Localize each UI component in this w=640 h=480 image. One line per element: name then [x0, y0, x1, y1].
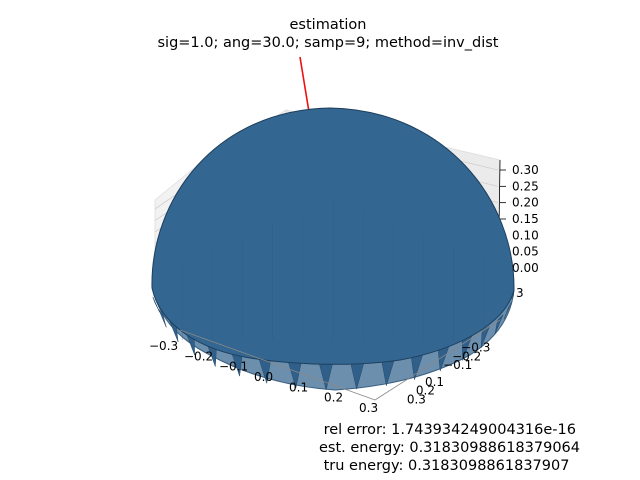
skirt-rib-2 — [494, 314, 504, 335]
y-tick-label-2: 0.1 — [425, 375, 444, 389]
y-tick-label-0: 0.3 — [407, 392, 426, 406]
x-tick-label-3: 0.0 — [254, 370, 273, 384]
z-tick-label-5: 0.25 — [512, 179, 539, 193]
skirt-rib-17 — [152, 296, 160, 313]
chart-title: estimation sig=1.0; ang=30.0; samp=9; me… — [0, 16, 640, 52]
z-tick-label-3: 0.15 — [512, 212, 539, 226]
z-tick-label-6: 0.30 — [512, 163, 539, 177]
z-tick-label-4: 0.20 — [512, 196, 539, 210]
x-axis-ticks: −0.3 −0.2 −0.1 0.0 0.1 0.2 0.3 — [149, 339, 378, 415]
z-tick-label-2: 0.10 — [512, 228, 539, 242]
z-tick-label-1: 0.05 — [512, 245, 539, 259]
z-axis-ticks: 0.00 0.05 0.10 0.15 0.20 0.25 0.30 — [500, 163, 539, 275]
x-tick-label-2: −0.1 — [219, 360, 248, 374]
x-tick-label-4: 0.1 — [289, 380, 308, 394]
energy-annotations: rel error: 1.743934249004316e-16 est. ene… — [319, 421, 580, 475]
chart-title-line-2: sig=1.0; ang=30.0; samp=9; method=inv_di… — [157, 35, 499, 51]
skirt-rib-1 — [503, 302, 512, 320]
normal-vector-line — [299, 56, 310, 113]
x-axis-line — [179, 329, 376, 401]
y-tick-label-5: −0.3 — [461, 341, 490, 355]
skirt-rib-16 — [158, 309, 167, 328]
x-tick-label-5: 0.2 — [324, 391, 343, 405]
tru-energy-text: tru energy: 0.3183098861837907 — [319, 458, 570, 474]
x-tick-label-6: 0.3 — [359, 401, 378, 415]
y-tick-label-3: −0.1 — [443, 358, 472, 372]
y-axis-line — [374, 319, 501, 401]
z-tick-label-0: 0.00 — [512, 261, 539, 275]
est-energy-text: est. energy: 0.31830988618379064 — [319, 440, 581, 456]
y-tick-label-1: 0.2 — [416, 384, 435, 398]
x-tick-label-0: −0.3 — [149, 339, 178, 353]
skirt-rib-3 — [480, 325, 491, 349]
y-axis-partial-tick-label: 3 — [516, 286, 524, 300]
y-axis-ticks: 0.30.20.1 −0.1−0.2−0.3 — [407, 341, 491, 407]
surface-dome-facets — [182, 200, 484, 340]
chart-title-line-1: estimation — [289, 17, 367, 33]
y-tick-label-4: −0.2 — [452, 349, 481, 363]
x-tick-label-1: −0.2 — [184, 349, 213, 363]
rel-error-text: rel error: 1.743934249004316e-16 — [319, 422, 576, 438]
